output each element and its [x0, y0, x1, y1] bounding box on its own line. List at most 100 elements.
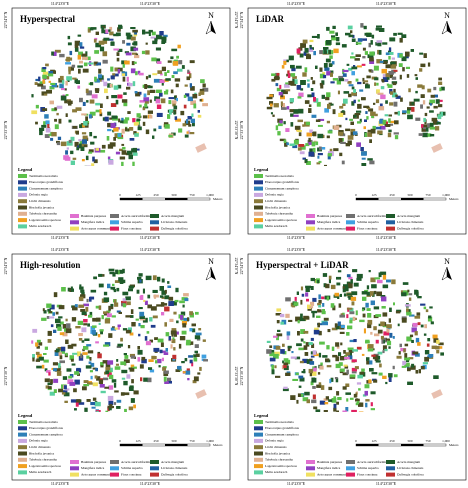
- land-cover-patch: [348, 93, 352, 98]
- land-cover-patch: [428, 315, 432, 319]
- north-arrow: [205, 20, 212, 35]
- land-cover-patch: [364, 51, 368, 55]
- map-panel: 114°23'0"E114°23'0"E114°23'30"E114°23'30…: [3, 1, 239, 240]
- land-cover-patch: [390, 65, 397, 69]
- legend-label: Artocarpus communis: [81, 226, 112, 230]
- land-cover-patch: [331, 327, 338, 331]
- land-cover-patch: [90, 326, 96, 330]
- land-cover-patch: [373, 102, 376, 105]
- land-cover-patch: [134, 55, 140, 59]
- land-cover-patch: [423, 127, 428, 130]
- land-cover-patch: [49, 304, 55, 310]
- land-cover-patch: [325, 40, 332, 45]
- land-cover-patch: [45, 385, 50, 389]
- land-cover-patch: [153, 294, 159, 298]
- land-cover-patch: [168, 100, 172, 105]
- land-cover-patch: [294, 125, 301, 130]
- land-cover-patch: [356, 277, 362, 281]
- land-cover-patch: [329, 378, 332, 384]
- land-cover-patch: [383, 331, 390, 336]
- land-cover-patch: [353, 317, 357, 320]
- land-cover-patch: [308, 104, 312, 107]
- land-cover-patch: [81, 132, 87, 135]
- land-cover-patch: [385, 73, 391, 78]
- land-cover-patch: [359, 371, 365, 375]
- land-cover-patch: [366, 32, 372, 37]
- scale-bar: [120, 444, 143, 446]
- land-cover-patch: [422, 132, 428, 138]
- land-cover-patch: [354, 113, 361, 116]
- land-cover-patch: [270, 112, 273, 115]
- land-cover-patch: [369, 139, 372, 143]
- land-cover-patch: [139, 318, 146, 321]
- land-cover-patch: [94, 50, 99, 54]
- land-cover-patch: [367, 54, 374, 59]
- land-cover-patch: [174, 95, 176, 99]
- legend-swatch: [18, 205, 27, 210]
- land-cover-patch: [392, 336, 395, 339]
- land-cover-patch: [363, 80, 369, 83]
- land-cover-patch: [434, 94, 438, 98]
- land-cover-patch: [112, 326, 115, 329]
- land-cover-patch: [157, 70, 163, 74]
- land-cover-patch: [122, 40, 125, 44]
- land-cover-patch: [159, 31, 164, 36]
- land-cover-patch: [271, 364, 275, 370]
- land-cover-patch: [395, 94, 398, 97]
- land-cover-patch: [317, 124, 323, 127]
- scale-label: 1,000: [442, 439, 450, 444]
- land-cover-patch: [74, 408, 77, 411]
- land-cover-patch: [49, 86, 55, 90]
- legend-label: Mangifera indica: [317, 466, 341, 470]
- land-cover-patch: [308, 108, 312, 113]
- land-cover-patch: [382, 350, 385, 354]
- land-cover-patch: [338, 352, 342, 356]
- land-cover-patch: [282, 103, 285, 108]
- land-cover-patch: [345, 383, 350, 387]
- land-cover-patch: [336, 391, 340, 396]
- land-cover-patch: [311, 35, 318, 38]
- land-cover-patch: [301, 370, 306, 374]
- land-cover-patch: [156, 58, 161, 64]
- land-cover-patch: [39, 130, 43, 136]
- land-cover-patch: [53, 51, 57, 56]
- land-cover-patch: [347, 293, 353, 296]
- land-cover-patch: [132, 42, 138, 46]
- land-cover-patch: [326, 296, 329, 301]
- land-cover-patch: [105, 410, 109, 414]
- land-cover-patch: [112, 73, 116, 77]
- land-cover-patch: [185, 93, 190, 97]
- land-cover-patch: [266, 340, 271, 343]
- land-cover-patch: [148, 367, 153, 370]
- land-cover-patch: [356, 42, 362, 45]
- land-cover-patch: [333, 48, 339, 54]
- land-cover-patch: [108, 159, 114, 165]
- land-cover-patch: [355, 78, 359, 82]
- land-cover-patch: [408, 88, 411, 93]
- legend-swatch: [306, 220, 315, 225]
- land-cover-patch: [61, 392, 66, 395]
- legend-swatch: [254, 438, 263, 443]
- land-cover-patch: [317, 279, 320, 284]
- land-cover-patch: [423, 306, 427, 310]
- land-cover-patch: [72, 306, 78, 311]
- land-cover-patch: [360, 23, 364, 28]
- land-cover-patch: [355, 54, 361, 57]
- land-cover-patch: [347, 325, 353, 330]
- land-cover-patch: [139, 100, 146, 103]
- land-cover-patch: [310, 277, 315, 282]
- land-cover-patch: [275, 83, 279, 87]
- land-cover-patch: [369, 59, 375, 64]
- land-cover-patch: [272, 114, 275, 117]
- land-cover-patch: [173, 311, 177, 315]
- land-cover-patch: [319, 400, 326, 405]
- land-cover-patch: [72, 126, 77, 129]
- land-cover-patch: [302, 39, 308, 44]
- land-cover-patch: [120, 361, 126, 366]
- land-cover-patch: [71, 64, 76, 68]
- land-cover-patch: [280, 94, 284, 98]
- land-cover-patch: [152, 40, 158, 45]
- land-cover-patch: [368, 42, 371, 48]
- land-cover-patch: [342, 69, 349, 73]
- land-cover-patch: [298, 347, 304, 351]
